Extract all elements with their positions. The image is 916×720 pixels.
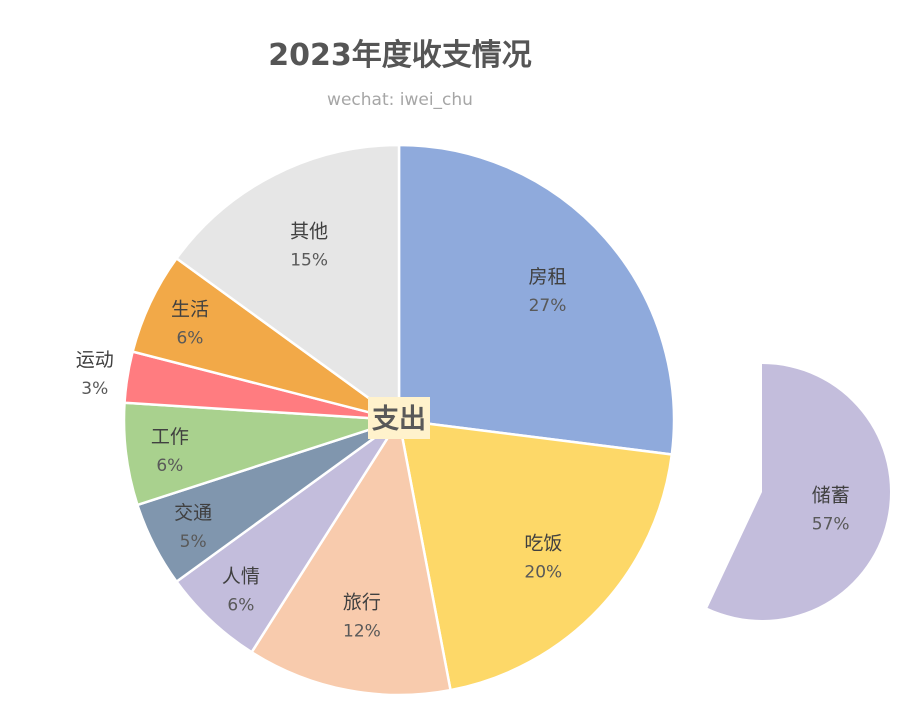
center-label-box bbox=[368, 397, 430, 439]
slice-label: 人情 bbox=[222, 565, 260, 587]
slice-label: 交通 bbox=[174, 502, 212, 524]
center-label-group: 支出 bbox=[368, 397, 430, 439]
slice-percent: 15% bbox=[290, 251, 328, 271]
pie-slice bbox=[397, 143, 676, 456]
savings-slice bbox=[707, 364, 890, 620]
expense-slices bbox=[122, 143, 676, 697]
savings-label: 储蓄 bbox=[812, 484, 850, 506]
slice-percent: 5% bbox=[180, 532, 207, 552]
chart-subtitle: wechat: iwei_chu bbox=[327, 90, 473, 110]
slice-percent: 12% bbox=[343, 621, 381, 641]
slice-labels: 房租 27% 吃饭 20% 旅行 12% 人情 6% 交通 5% 工作 6% 运动 3% 生活 6% 其他 15% bbox=[76, 221, 567, 642]
slice-label: 吃饭 bbox=[524, 533, 562, 555]
slice-percent: 20% bbox=[524, 563, 562, 583]
pie-slice bbox=[174, 143, 401, 423]
slice-label: 房租 bbox=[529, 266, 567, 288]
slice-label: 工作 bbox=[151, 426, 189, 448]
center-label: 支出 bbox=[372, 404, 426, 435]
slice-percent: 6% bbox=[176, 329, 203, 349]
slice-percent: 6% bbox=[227, 595, 254, 615]
pie-slice bbox=[249, 416, 452, 697]
slice-label: 运动 bbox=[76, 349, 114, 371]
savings-percent: 57% bbox=[812, 514, 850, 534]
slice-label: 其他 bbox=[290, 221, 328, 243]
slice-label: 旅行 bbox=[343, 591, 381, 613]
savings-slice-group: 储蓄 57% bbox=[707, 364, 890, 620]
slice-label: 生活 bbox=[171, 299, 209, 321]
slice-percent: 3% bbox=[81, 379, 108, 399]
pie-slice bbox=[397, 418, 674, 692]
slice-percent: 6% bbox=[156, 456, 183, 476]
slice-percent: 27% bbox=[529, 296, 567, 316]
chart-title: 2023年度收支情况 bbox=[268, 38, 532, 73]
